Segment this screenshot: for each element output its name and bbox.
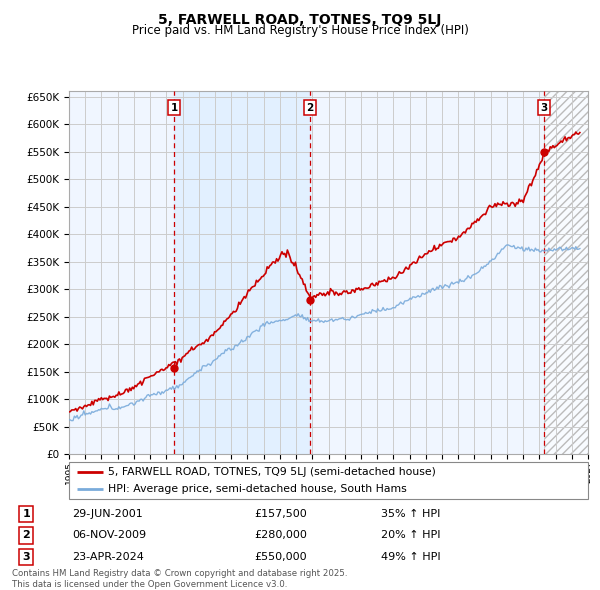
- Bar: [544, 91, 588, 454]
- Text: 5, FARWELL ROAD, TOTNES, TQ9 5LJ: 5, FARWELL ROAD, TOTNES, TQ9 5LJ: [158, 13, 442, 27]
- Text: 3: 3: [23, 552, 30, 562]
- Bar: [544, 91, 588, 454]
- Text: £550,000: £550,000: [254, 552, 307, 562]
- Text: 1: 1: [23, 509, 30, 519]
- Text: 35% ↑ HPI: 35% ↑ HPI: [380, 509, 440, 519]
- Text: £157,500: £157,500: [254, 509, 307, 519]
- Text: 20% ↑ HPI: 20% ↑ HPI: [380, 530, 440, 540]
- Text: 2: 2: [306, 103, 313, 113]
- Bar: [174, 91, 310, 454]
- Text: 49% ↑ HPI: 49% ↑ HPI: [380, 552, 440, 562]
- Text: 23-APR-2024: 23-APR-2024: [73, 552, 145, 562]
- Text: £280,000: £280,000: [254, 530, 307, 540]
- Text: Price paid vs. HM Land Registry's House Price Index (HPI): Price paid vs. HM Land Registry's House …: [131, 24, 469, 37]
- Text: 06-NOV-2009: 06-NOV-2009: [73, 530, 146, 540]
- Text: HPI: Average price, semi-detached house, South Hams: HPI: Average price, semi-detached house,…: [108, 484, 407, 494]
- FancyBboxPatch shape: [69, 462, 588, 499]
- Text: 2: 2: [23, 530, 30, 540]
- Text: 1: 1: [170, 103, 178, 113]
- Text: 3: 3: [541, 103, 548, 113]
- Text: Contains HM Land Registry data © Crown copyright and database right 2025.
This d: Contains HM Land Registry data © Crown c…: [12, 569, 347, 589]
- Text: 5, FARWELL ROAD, TOTNES, TQ9 5LJ (semi-detached house): 5, FARWELL ROAD, TOTNES, TQ9 5LJ (semi-d…: [108, 467, 436, 477]
- Text: 29-JUN-2001: 29-JUN-2001: [73, 509, 143, 519]
